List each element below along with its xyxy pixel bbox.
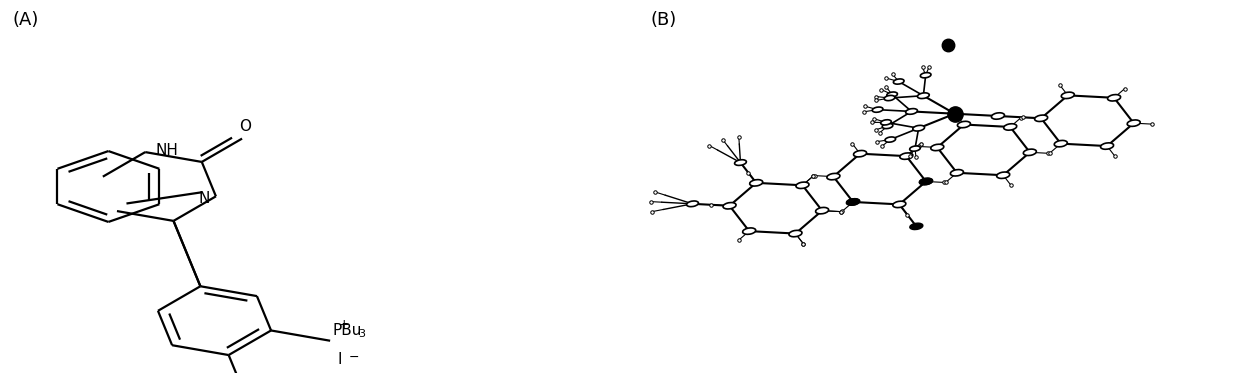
- Ellipse shape: [872, 107, 883, 112]
- Ellipse shape: [1127, 120, 1140, 126]
- Ellipse shape: [913, 125, 924, 131]
- Ellipse shape: [881, 120, 891, 125]
- Ellipse shape: [686, 201, 699, 207]
- Ellipse shape: [735, 160, 746, 165]
- Text: (B): (B): [650, 11, 676, 29]
- Ellipse shape: [750, 180, 763, 186]
- Text: −: −: [348, 351, 359, 364]
- Ellipse shape: [893, 201, 906, 208]
- Ellipse shape: [1004, 124, 1017, 130]
- Text: NH: NH: [155, 143, 178, 158]
- Text: I: I: [337, 352, 342, 367]
- Ellipse shape: [917, 93, 929, 98]
- Ellipse shape: [887, 92, 897, 97]
- Ellipse shape: [900, 153, 913, 159]
- Ellipse shape: [921, 73, 930, 78]
- Ellipse shape: [1023, 149, 1036, 156]
- Ellipse shape: [742, 228, 756, 234]
- Ellipse shape: [919, 178, 933, 185]
- Ellipse shape: [815, 207, 829, 214]
- Ellipse shape: [930, 144, 944, 151]
- Text: N: N: [198, 191, 209, 206]
- Ellipse shape: [846, 199, 860, 205]
- Ellipse shape: [1035, 115, 1048, 122]
- Text: (A): (A): [12, 11, 38, 29]
- Ellipse shape: [885, 137, 896, 142]
- Ellipse shape: [919, 178, 933, 185]
- Ellipse shape: [882, 123, 893, 129]
- Ellipse shape: [950, 170, 964, 176]
- Ellipse shape: [789, 231, 802, 237]
- Ellipse shape: [909, 223, 923, 229]
- Ellipse shape: [893, 79, 904, 84]
- Ellipse shape: [885, 95, 895, 101]
- Ellipse shape: [958, 121, 970, 128]
- Text: PBu: PBu: [332, 323, 362, 338]
- Ellipse shape: [854, 150, 866, 157]
- Ellipse shape: [795, 182, 809, 188]
- Ellipse shape: [724, 203, 736, 209]
- Text: 3: 3: [358, 329, 366, 339]
- Ellipse shape: [1100, 143, 1114, 149]
- Text: +: +: [338, 319, 349, 332]
- Ellipse shape: [909, 146, 921, 151]
- Ellipse shape: [846, 199, 860, 205]
- Ellipse shape: [1054, 140, 1067, 147]
- Ellipse shape: [996, 172, 1010, 178]
- Ellipse shape: [1108, 95, 1120, 101]
- Ellipse shape: [991, 113, 1005, 119]
- Ellipse shape: [906, 109, 917, 114]
- Ellipse shape: [1062, 92, 1074, 98]
- Ellipse shape: [826, 173, 840, 180]
- Text: O: O: [239, 119, 252, 134]
